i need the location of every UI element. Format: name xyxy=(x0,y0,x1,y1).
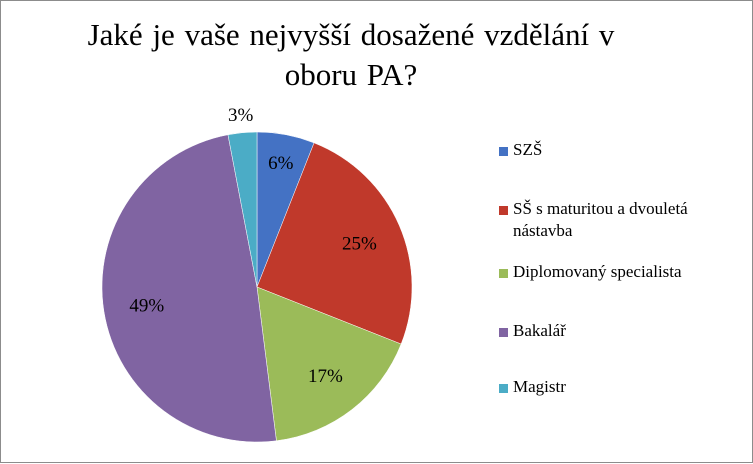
data-label-bakalar: 49% xyxy=(129,295,164,316)
legend-label-szs: SZŠ xyxy=(513,140,543,159)
pie-slice-ss-maturita xyxy=(256,142,413,345)
pie-slice-bakalar xyxy=(101,134,277,443)
data-label-magistr: 3% xyxy=(228,105,254,126)
data-label-szs: 6% xyxy=(268,153,294,174)
pie-slice-magistr xyxy=(227,131,258,288)
legend-label-diplomovany-specialista: Diplomovaný specialista xyxy=(513,262,682,281)
legend-swatch-ss-maturita xyxy=(499,206,508,215)
legend-swatch-diplomovany-specialista xyxy=(499,269,508,278)
legend-swatch-bakalar xyxy=(499,328,508,337)
data-label-diplomovany-specialista: 17% xyxy=(308,366,343,387)
chart-title: Jaké je vaše nejvyšší dosažené vzdělání … xyxy=(87,17,615,92)
data-label-ss-maturita: 25% xyxy=(342,234,377,255)
pie-slice-diplomovany-specialista xyxy=(256,286,402,442)
legend-label-magistr: Magistr xyxy=(513,377,566,396)
legend-swatch-szs xyxy=(499,147,508,156)
legend-label-bakalar: Bakalář xyxy=(513,321,566,340)
legend-label-ss-maturita: SŠ s maturitou a dvouletá nástavba xyxy=(513,199,688,240)
legend-swatch-magistr xyxy=(499,384,508,393)
